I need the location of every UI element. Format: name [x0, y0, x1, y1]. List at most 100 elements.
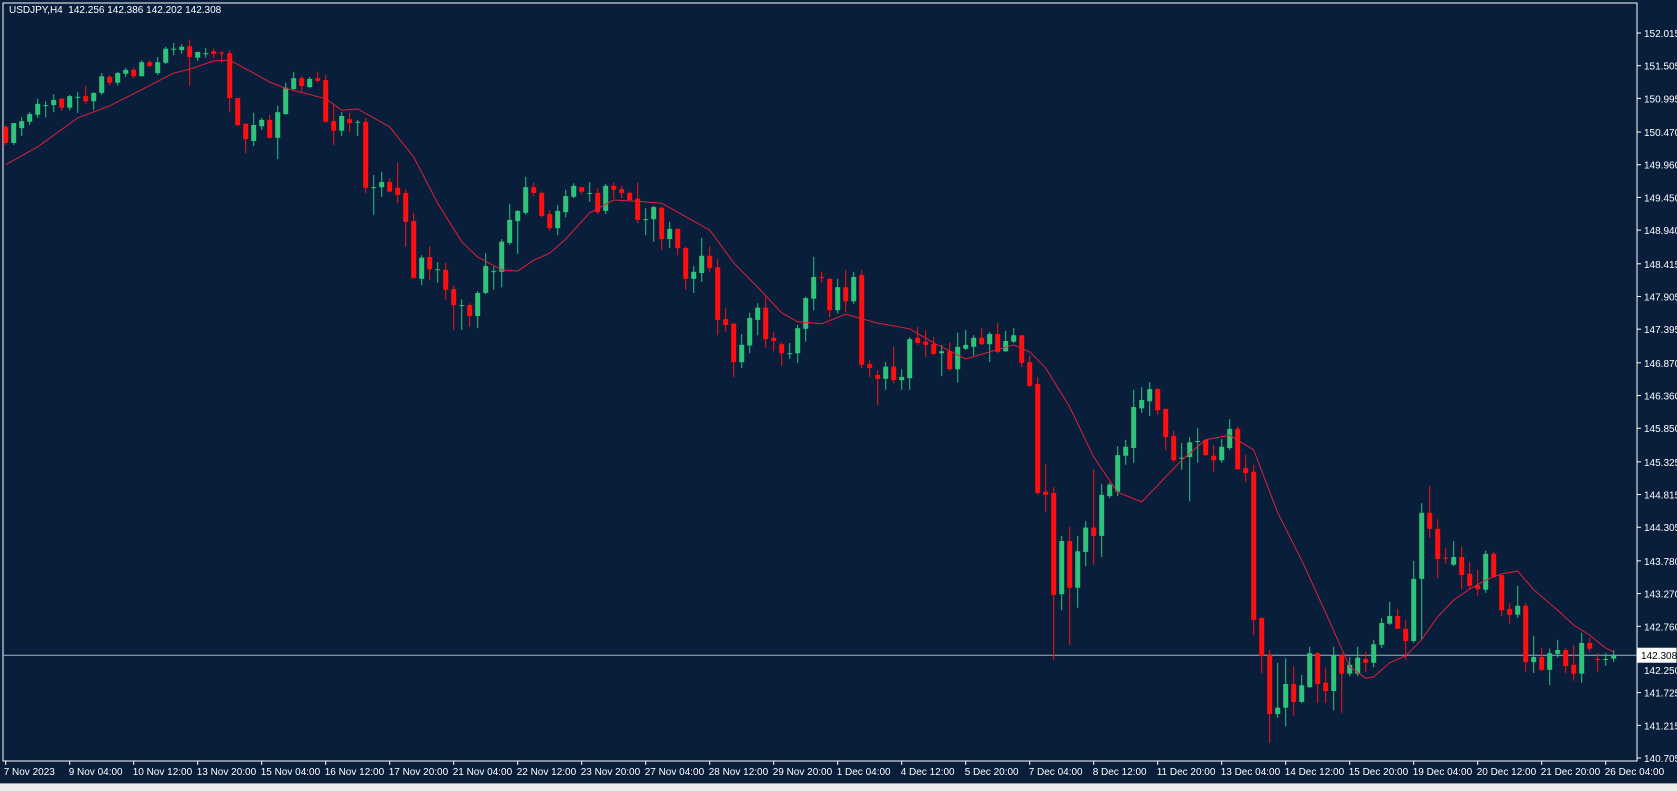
candle-bear — [1403, 628, 1409, 642]
y-tick-label: 149.960 — [1644, 161, 1677, 172]
candle-bear — [467, 305, 473, 317]
candle-bull — [651, 207, 657, 220]
candle-bear — [1435, 528, 1441, 559]
candle-bull — [275, 112, 281, 138]
candle-bull — [1275, 707, 1281, 715]
y-tick-label: 143.270 — [1644, 590, 1677, 601]
candle-bear — [611, 185, 617, 190]
x-tick-label: 16 Nov 12:00 — [325, 767, 385, 778]
candle-bear — [827, 278, 833, 311]
candle-bear — [403, 192, 409, 222]
candle-bull — [1195, 441, 1201, 443]
candle-bear — [147, 62, 153, 67]
candle-bear — [731, 323, 737, 363]
x-tick-label: 7 Nov 2023 — [4, 767, 56, 778]
x-tick-label: 28 Nov 12:00 — [709, 767, 769, 778]
candle-bull — [1187, 442, 1193, 458]
candle-bull — [787, 353, 793, 355]
y-tick-label: 146.360 — [1644, 392, 1677, 403]
candle-bull — [1075, 551, 1081, 588]
candle-bull — [283, 87, 289, 115]
candle-bear — [387, 182, 393, 192]
candle-bear — [363, 121, 369, 188]
candle-bull — [587, 192, 593, 194]
candle-bull — [1179, 457, 1185, 459]
candle-bull — [251, 124, 257, 142]
x-tick-label: 7 Dec 04:00 — [1029, 767, 1083, 778]
candle-bull — [1123, 446, 1129, 456]
candle-bear — [1035, 383, 1041, 493]
y-tick-label: 142.250 — [1644, 666, 1677, 677]
plot-frame — [2, 2, 1638, 762]
candle-bear — [427, 257, 433, 270]
candle-bull — [1299, 685, 1305, 702]
candle-bull — [291, 78, 297, 90]
candle-bull — [1603, 658, 1609, 660]
candle-bull — [555, 210, 561, 229]
x-tick-label: 15 Nov 04:00 — [261, 767, 321, 778]
candle-bear — [451, 289, 457, 306]
candle-bear — [83, 96, 89, 102]
candle-bear — [1027, 362, 1033, 386]
candle-bear — [1267, 655, 1273, 715]
candle-bear — [539, 192, 545, 217]
candle-bear — [843, 287, 849, 302]
candle-bear — [531, 187, 537, 193]
candle-bear — [1507, 608, 1513, 615]
candle-bull — [507, 219, 513, 243]
candle-bear — [595, 192, 601, 213]
candle-bull — [803, 298, 809, 329]
x-tick-label: 1 Dec 04:00 — [837, 767, 891, 778]
candle-bull — [499, 241, 505, 272]
x-tick-label: 26 Dec 04:00 — [1605, 767, 1665, 778]
candle-bull — [851, 276, 857, 302]
candle-bear — [779, 344, 785, 354]
candle-bull — [603, 185, 609, 211]
candle-bull — [515, 210, 521, 222]
candle-bull — [811, 276, 817, 299]
candle-bear — [59, 98, 65, 108]
candle-bull — [259, 119, 265, 127]
candle-bear — [627, 192, 633, 200]
candle-bear — [771, 337, 777, 342]
candle-bull — [491, 271, 497, 273]
candle-bear — [1587, 642, 1593, 649]
y-tick-label: 143.780 — [1644, 557, 1677, 568]
y-tick-label: 142.760 — [1644, 622, 1677, 633]
candle-bear — [819, 276, 825, 278]
y-tick-label: 150.470 — [1644, 128, 1677, 139]
x-tick-label: 21 Nov 04:00 — [453, 767, 513, 778]
ohlc-readout: 142.256 142.386 142.202 142.308 — [68, 5, 222, 16]
y-tick-label: 146.870 — [1644, 359, 1677, 370]
candle-bull — [1451, 557, 1457, 565]
candle-bear — [1171, 435, 1177, 461]
candle-bull — [1011, 335, 1017, 342]
candle-bear — [1571, 664, 1577, 674]
candle-bull — [1083, 527, 1089, 552]
candle-bull — [435, 269, 441, 271]
candle-bull — [203, 53, 209, 55]
candle-bear — [1067, 541, 1073, 588]
candle-bear — [1339, 655, 1345, 674]
candle-bull — [835, 287, 841, 311]
x-tick-label: 21 Dec 20:00 — [1541, 767, 1601, 778]
candle-bull — [667, 228, 673, 240]
candle-bull — [795, 328, 801, 354]
candle-bear — [1475, 585, 1481, 590]
candle-bear — [411, 221, 417, 279]
y-tick-label: 148.415 — [1644, 260, 1677, 271]
candle-bull — [1059, 541, 1065, 595]
candle-bear — [131, 69, 137, 77]
candle-bull — [475, 292, 481, 317]
candle-bull — [1131, 407, 1137, 449]
x-tick-label: 11 Dec 20:00 — [1157, 767, 1216, 778]
candle-bear — [187, 46, 193, 58]
candle-bear — [1203, 439, 1209, 456]
x-tick-label: 19 Dec 04:00 — [1413, 767, 1473, 778]
candle-bull — [1547, 653, 1553, 670]
y-tick-label: 144.815 — [1644, 491, 1677, 502]
y-tick-label: 152.015 — [1644, 29, 1677, 40]
candle-bear — [859, 274, 865, 365]
candle-bear — [1211, 455, 1217, 461]
